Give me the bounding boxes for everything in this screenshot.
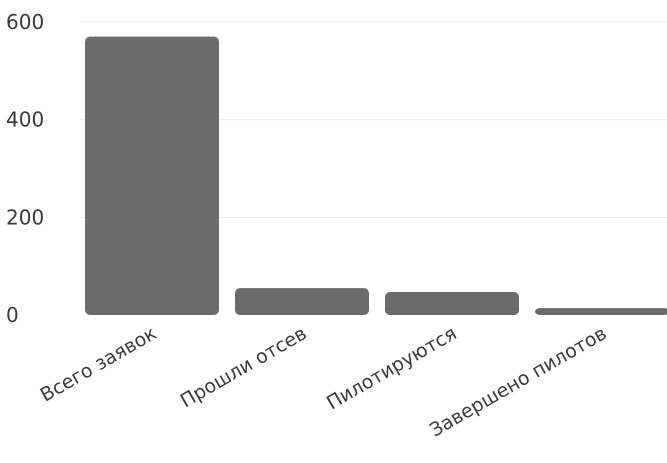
y-tick-label: 400 [6,108,44,132]
y-axis-ticks: 0 200 400 600 [6,10,44,327]
bar [235,288,369,315]
y-tick-label: 600 [6,10,44,34]
x-tick-label: Пилотируются [323,322,460,414]
bar [85,36,219,316]
x-axis-labels: Всего заявок Прошли отсев ПилотируютсяЗаве… [37,322,611,441]
x-tick-label: Прошли отсев [177,322,311,412]
y-tick-label: 200 [6,205,44,229]
bars [85,36,667,316]
bar [535,308,667,315]
y-tick-label: 0 [6,303,19,327]
bar [385,292,519,315]
x-tick-label: Всего заявок [37,322,161,406]
